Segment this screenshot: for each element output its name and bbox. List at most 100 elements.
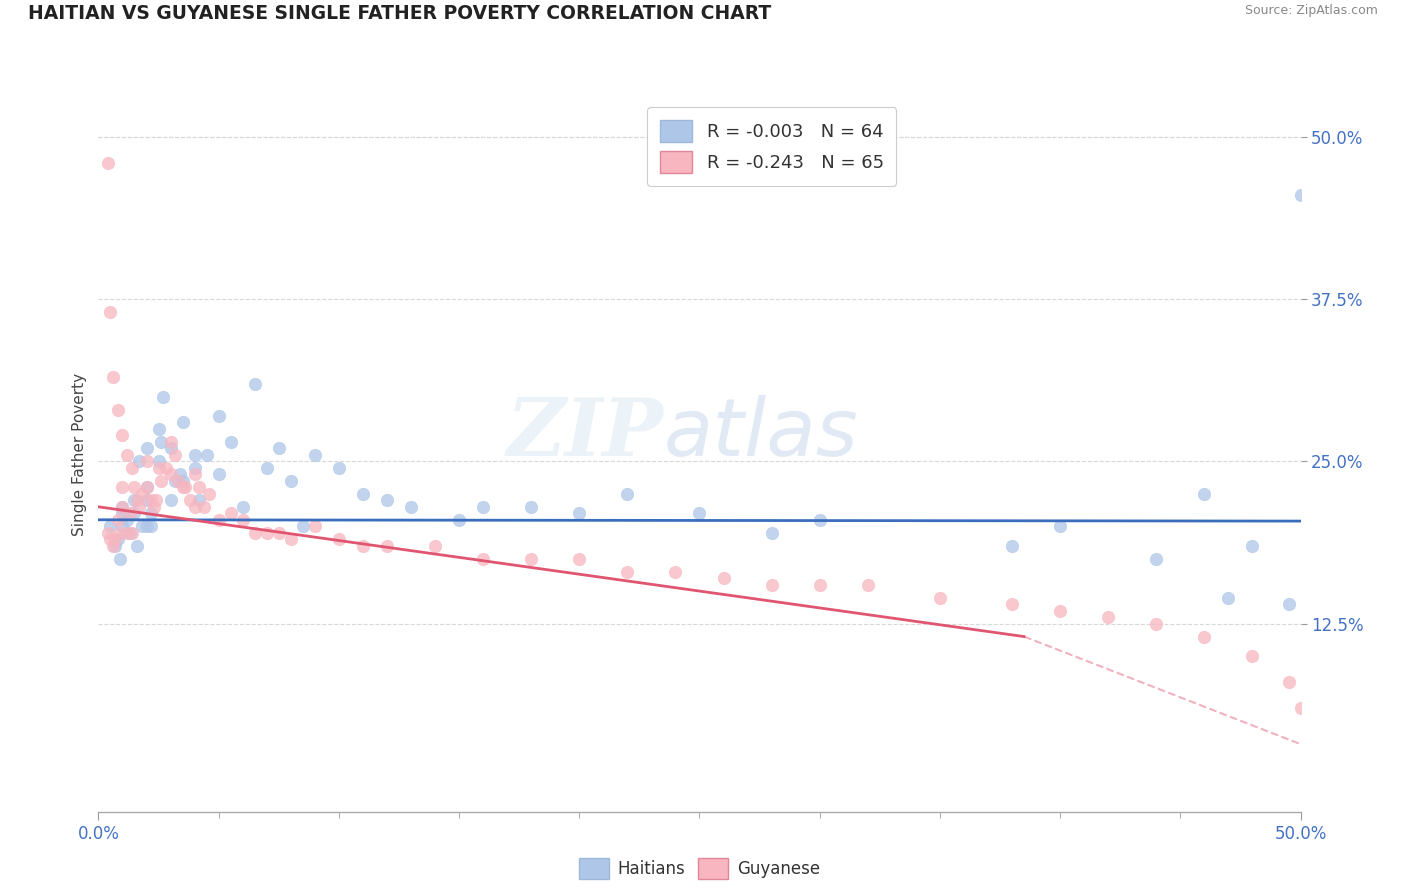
Point [188, 480, 211, 494]
Point [219, 434, 242, 449]
Point [152, 390, 174, 404]
Point [165, 474, 187, 488]
Text: Source: ZipAtlas.com: Source: ZipAtlas.com [1244, 4, 1378, 18]
Point [135, 442, 157, 456]
Point [713, 571, 735, 585]
Point [616, 565, 638, 579]
Point [111, 500, 134, 514]
Point [165, 448, 187, 462]
Point [195, 448, 218, 462]
Point [267, 442, 290, 456]
Point [208, 513, 231, 527]
Point [111, 500, 134, 514]
Point [1241, 539, 1264, 553]
Point [1277, 597, 1299, 611]
Point [172, 480, 194, 494]
Point [291, 519, 314, 533]
Text: HAITIAN VS GUYANESE SINGLE FATHER POVERTY CORRELATION CHART: HAITIAN VS GUYANESE SINGLE FATHER POVERT… [28, 4, 772, 23]
Point [761, 525, 783, 540]
Point [208, 409, 231, 423]
Point [101, 370, 124, 384]
Point [131, 487, 153, 501]
Point [328, 461, 350, 475]
Point [124, 480, 146, 494]
Point [117, 513, 139, 527]
Point [145, 493, 167, 508]
Point [117, 448, 139, 462]
Point [472, 500, 495, 514]
Point [141, 519, 163, 533]
Point [1277, 675, 1299, 690]
Point [1097, 610, 1119, 624]
Point [1241, 648, 1264, 663]
Point [183, 461, 205, 475]
Point [141, 493, 163, 508]
Point [352, 487, 374, 501]
Point [159, 434, 181, 449]
Point [568, 506, 591, 520]
Point [1289, 701, 1312, 715]
Point [135, 519, 157, 533]
Point [1001, 597, 1024, 611]
Point [124, 493, 146, 508]
Point [219, 506, 242, 520]
Point [808, 513, 831, 527]
Point [100, 533, 122, 547]
Point [688, 506, 710, 520]
Point [256, 461, 278, 475]
Point [928, 591, 950, 605]
Point [111, 506, 134, 520]
Point [280, 533, 302, 547]
Point [1194, 630, 1216, 644]
Point [101, 539, 124, 553]
Point [107, 513, 129, 527]
Point [97, 525, 120, 540]
Point [118, 506, 141, 520]
Point [166, 474, 188, 488]
Point [423, 539, 446, 553]
Point [188, 493, 211, 508]
Point [148, 461, 170, 475]
Point [100, 305, 122, 319]
Point [128, 454, 150, 468]
Point [616, 487, 638, 501]
Point [304, 448, 326, 462]
Point [399, 500, 422, 514]
Text: atlas: atlas [664, 394, 858, 473]
Point [208, 467, 231, 482]
Point [183, 467, 205, 482]
Point [125, 539, 148, 553]
Point [131, 519, 153, 533]
Point [135, 480, 157, 494]
Y-axis label: Single Father Poverty: Single Father Poverty [72, 374, 87, 536]
Point [243, 525, 266, 540]
Point [169, 467, 191, 482]
Point [1194, 487, 1216, 501]
Point [148, 454, 170, 468]
Point [142, 500, 165, 514]
Point [280, 474, 302, 488]
Point [148, 422, 170, 436]
Point [107, 533, 129, 547]
Legend: Haitians, Guyanese: Haitians, Guyanese [572, 852, 827, 886]
Point [118, 525, 141, 540]
Point [108, 525, 131, 540]
Point [159, 442, 181, 456]
Point [172, 416, 194, 430]
Point [111, 428, 134, 442]
Point [243, 376, 266, 391]
Point [1049, 519, 1071, 533]
Point [352, 539, 374, 553]
Point [267, 525, 290, 540]
Point [304, 519, 326, 533]
Point [141, 506, 163, 520]
Point [1218, 591, 1240, 605]
Point [664, 565, 686, 579]
Text: ZIP: ZIP [506, 395, 664, 472]
Point [125, 493, 148, 508]
Point [375, 493, 398, 508]
Point [159, 493, 181, 508]
Point [149, 474, 172, 488]
Point [472, 551, 495, 566]
Point [1289, 188, 1312, 202]
